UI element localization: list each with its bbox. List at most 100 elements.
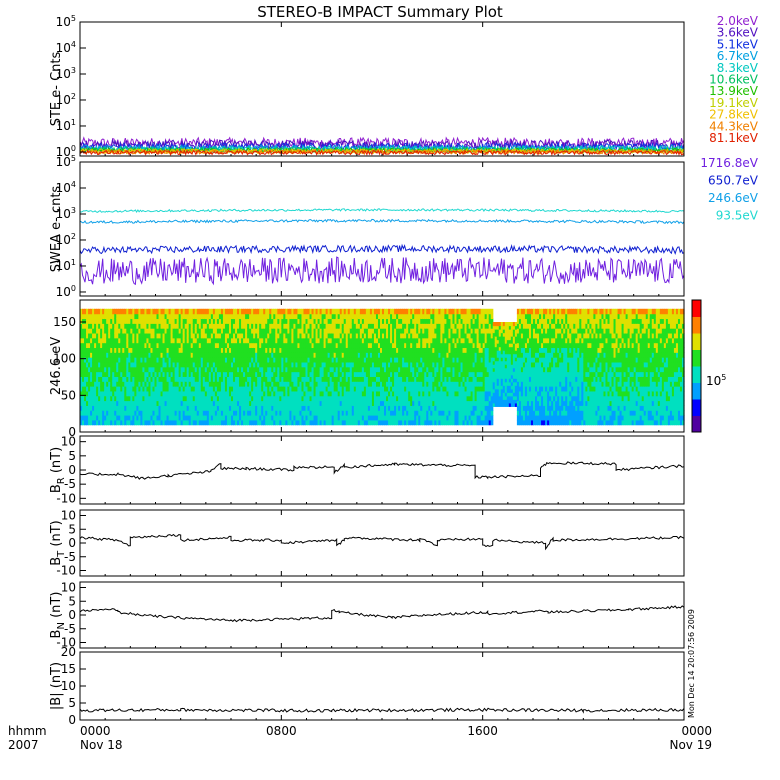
panel-3-cell bbox=[180, 381, 184, 387]
panel-3-cell bbox=[172, 415, 176, 421]
panel-3-cell bbox=[432, 361, 435, 368]
panel-3-cell bbox=[88, 386, 91, 392]
panel-3-cell bbox=[371, 415, 375, 421]
panel-3-cell bbox=[434, 386, 437, 392]
panel-3-cell bbox=[116, 357, 119, 363]
panel-3-cell bbox=[160, 361, 164, 368]
panel-3-cell bbox=[335, 342, 339, 349]
panel-3-cell bbox=[279, 395, 282, 402]
panel-3-cell bbox=[377, 419, 381, 426]
panel-3-cell bbox=[257, 342, 260, 349]
panel-3-cell bbox=[335, 366, 339, 373]
panel-3-cell bbox=[347, 328, 351, 334]
panel-3-cell bbox=[136, 352, 139, 358]
panel-3-cell bbox=[86, 313, 89, 320]
panel-3-cell bbox=[448, 386, 452, 392]
panel-3-cell bbox=[214, 323, 218, 329]
panel-3-cell bbox=[404, 323, 407, 329]
panel-3-cell bbox=[289, 328, 292, 334]
panel-3-cell bbox=[138, 313, 141, 320]
panel-3-cell bbox=[436, 347, 439, 353]
panel-3-cell bbox=[462, 381, 466, 387]
panel-3-cell bbox=[333, 386, 337, 392]
panel-3-cell bbox=[235, 318, 238, 324]
panel-3-cell bbox=[424, 332, 427, 339]
panel-3-cell bbox=[410, 352, 413, 358]
panel-3-cell bbox=[235, 323, 238, 329]
panel-3-cell bbox=[420, 419, 423, 426]
panel-3-cell bbox=[84, 313, 87, 320]
panel-3-cell bbox=[108, 313, 111, 320]
panel-3-cell bbox=[174, 318, 178, 324]
panel-3-cell bbox=[452, 371, 456, 377]
panel-3-cell bbox=[377, 400, 381, 406]
panel-3-cell bbox=[233, 361, 236, 368]
panel-3-cell bbox=[486, 415, 490, 421]
panel-3-cell bbox=[301, 318, 305, 324]
panel-3-cell bbox=[206, 415, 210, 421]
panel-3-cell bbox=[176, 376, 180, 382]
panel-3-cell bbox=[271, 318, 274, 324]
panel-3-cell bbox=[307, 332, 311, 339]
panel-3-cell bbox=[216, 328, 220, 334]
panel-3-cell bbox=[231, 328, 234, 334]
panel-3-cell bbox=[335, 390, 339, 397]
panel-3-cell bbox=[233, 410, 236, 416]
panel-3-cell bbox=[440, 352, 443, 358]
panel-3-cell bbox=[309, 366, 313, 373]
panel-3-cell bbox=[108, 366, 111, 373]
panel-3-cell bbox=[184, 415, 188, 421]
panel-3-cell bbox=[245, 390, 248, 397]
panel-3-cell bbox=[190, 323, 194, 329]
panel-3-cell bbox=[329, 376, 333, 382]
panel-3-cell bbox=[480, 308, 484, 315]
panel-3-cell bbox=[122, 357, 125, 363]
panel-3-cell bbox=[408, 308, 411, 315]
panel-3-cell bbox=[430, 395, 433, 402]
panel-3-cell bbox=[245, 318, 248, 324]
panel-3-cell bbox=[412, 337, 415, 344]
panel-3-cell bbox=[275, 361, 278, 368]
panel-3-cell bbox=[233, 347, 236, 353]
panel-3-cell bbox=[349, 347, 353, 353]
panel-3-cell bbox=[289, 352, 292, 358]
panel-3-cell bbox=[178, 419, 182, 426]
panel-3-cell bbox=[386, 386, 389, 392]
panel-3-cell bbox=[150, 337, 154, 344]
panel-3-cell bbox=[140, 352, 144, 358]
panel-3-cell bbox=[259, 419, 262, 426]
panel-3-cell bbox=[347, 352, 351, 358]
panel-3-cell bbox=[214, 308, 218, 315]
panel-3-cell bbox=[144, 361, 148, 368]
panel-3-cell bbox=[128, 381, 131, 387]
panel-3-cell bbox=[390, 308, 393, 315]
panel-3-cell bbox=[245, 361, 248, 368]
panel-3-cell bbox=[396, 376, 399, 382]
panel-3-cell bbox=[263, 381, 266, 387]
panel-3-cell bbox=[470, 400, 474, 406]
panel-3-cell bbox=[194, 342, 198, 349]
panel-3-cell bbox=[293, 419, 297, 426]
panel-3-cell bbox=[104, 405, 107, 411]
panel-3-cell bbox=[347, 415, 351, 421]
panel-3-cell bbox=[472, 337, 476, 344]
panel-3-cell bbox=[263, 323, 266, 329]
panel-3-cell bbox=[110, 410, 113, 416]
panel-3-cell bbox=[92, 381, 95, 387]
panel-3-cell bbox=[200, 332, 204, 339]
panel-3-cell bbox=[462, 405, 466, 411]
panel-3-cell bbox=[452, 366, 456, 373]
panel-3-cell bbox=[426, 400, 429, 406]
panel-3-cell bbox=[180, 400, 184, 406]
panel-3-cell bbox=[384, 400, 387, 406]
panel-3-cell bbox=[224, 405, 228, 411]
panel-3-cell bbox=[319, 410, 323, 416]
panel-3-cell bbox=[359, 318, 363, 324]
panel-3-cell bbox=[486, 318, 490, 324]
panel-3-cell bbox=[359, 376, 363, 382]
panel-3-cell bbox=[307, 395, 311, 402]
panel-3-cell bbox=[482, 318, 486, 324]
panel-3-cell bbox=[343, 386, 347, 392]
panel-3-cell bbox=[470, 357, 474, 363]
panel-3-cell bbox=[472, 400, 476, 406]
